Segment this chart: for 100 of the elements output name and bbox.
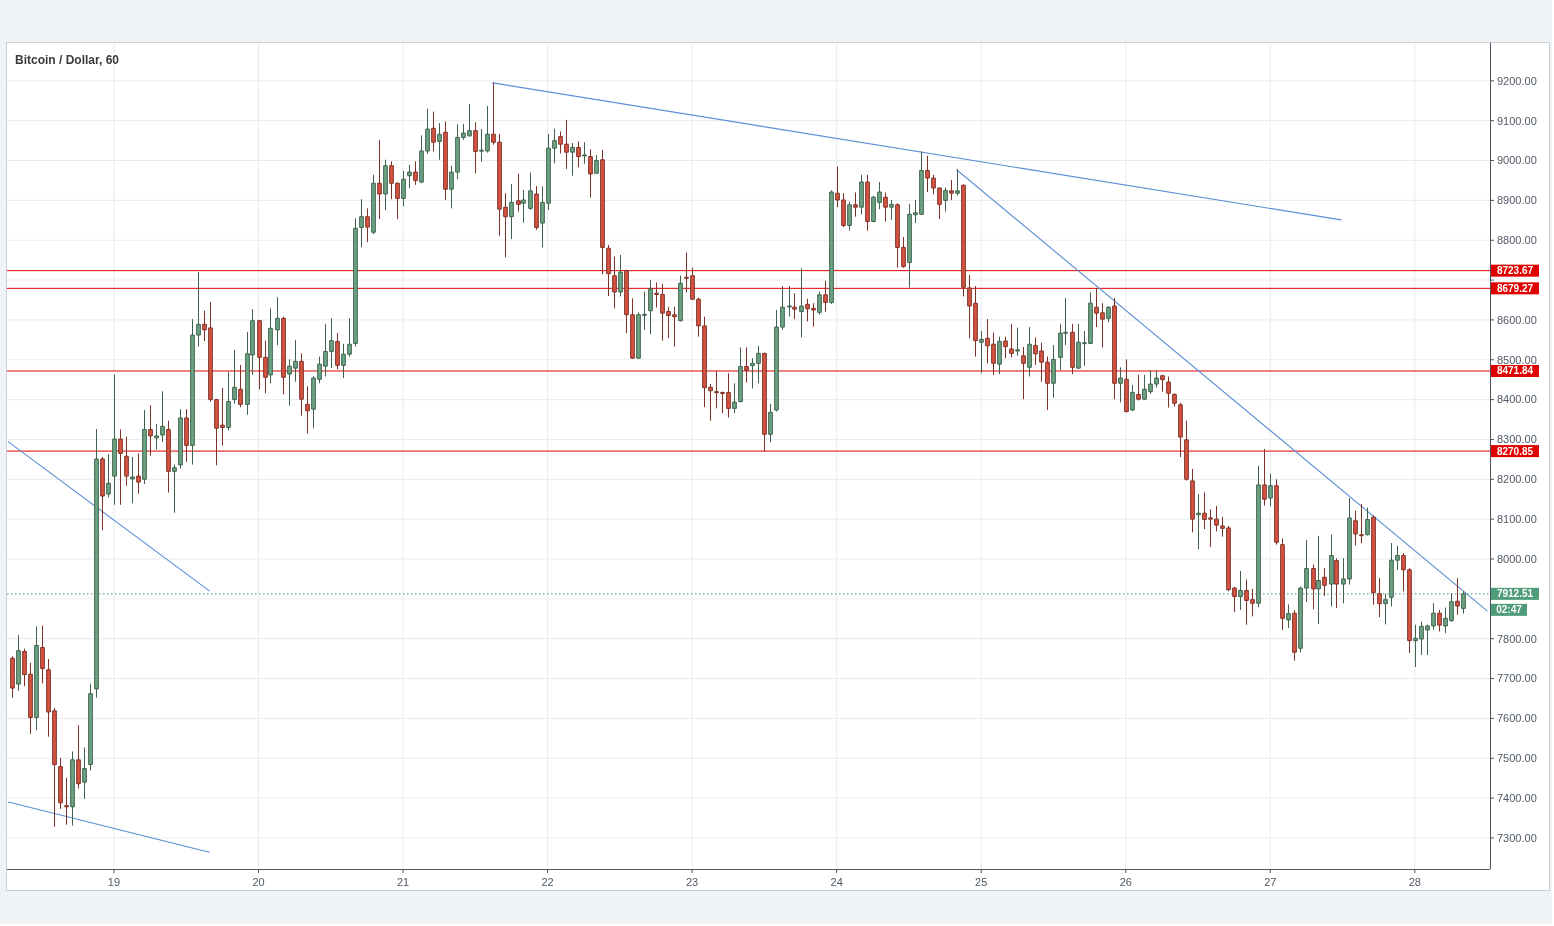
candlestick [1292,609,1297,662]
candlestick [1322,567,1327,597]
candlestick [365,207,370,243]
candlestick [576,140,581,168]
candlestick [178,408,183,470]
candlestick [521,189,526,224]
candlestick [124,436,129,487]
text: 02:47 [1496,604,1523,616]
candlestick [437,122,442,161]
candlestick [16,634,21,692]
candlestick [1184,420,1189,482]
candlestick [1437,609,1442,633]
candlestick [166,420,171,493]
candlestick [1106,305,1111,323]
candlestick [70,750,75,827]
ref-line-label: 7912.51 [1496,588,1534,600]
candlestick [859,174,864,215]
y-tick-label: 8400.00 [1497,393,1537,406]
candlestick [829,189,834,305]
y-tick-label: 8500.00 [1497,353,1537,366]
candlestick [883,191,888,223]
candlestick [1311,564,1316,610]
candlestick [1196,493,1201,550]
y-tick-label: 7500.00 [1497,752,1537,765]
x-tick-label: 26 [1119,876,1132,888]
candlestick [34,625,39,731]
candlestick [823,280,828,313]
candlestick [335,332,340,370]
candlestick [768,403,773,443]
candlestick [268,307,273,384]
candlestick [799,267,804,338]
candlestick [1274,478,1279,546]
candlestick [401,170,406,207]
x-tick-label: 20 [252,876,265,888]
candlestick [1027,326,1032,378]
y-tick-label: 8800.00 [1497,234,1537,247]
y-tick-label: 8600.00 [1497,313,1537,326]
candlestick [1136,374,1141,401]
candlestick [136,452,141,495]
candlestick [148,404,153,457]
x-tick-label: 21 [396,876,410,888]
candlestick [1455,577,1460,616]
candlestick [516,173,521,213]
candlestick [100,456,105,531]
candlestick [979,330,984,374]
candlestick [40,625,45,684]
candlestick [359,198,364,248]
candlestick [1262,448,1267,507]
candlestick [606,244,611,297]
candlestick [1015,327,1020,357]
candlestick [281,316,286,395]
y-tick-label: 8000.00 [1497,552,1537,565]
candlestick [1377,577,1382,618]
candlestick [1112,297,1117,400]
candlestick [82,746,87,800]
candlestick [377,139,382,220]
candlestick [1268,473,1273,507]
candlestick [648,279,653,335]
candlestick [618,254,623,297]
candlestick [64,777,69,826]
candlestick [1009,323,1014,358]
candlestick [88,683,93,772]
candlestick [172,464,177,514]
y-tick-label: 7800.00 [1497,632,1537,645]
y-tick-label: 8200.00 [1497,473,1537,486]
candlestick [594,154,599,174]
candlestick [238,364,243,408]
candlestick [600,149,605,275]
candlestick [744,346,749,383]
x-tick-label: 25 [975,876,988,888]
ref-line-label: 8723.67 [1496,265,1534,277]
candlestick [106,453,111,498]
candlestick [997,336,1002,375]
y-tick-label: 7300.00 [1497,831,1537,844]
candlestick [1238,570,1243,611]
candlestick [1166,376,1171,409]
x-tick-label: 24 [830,876,843,888]
candlestick [943,187,948,213]
candlestick [1190,468,1195,533]
y-tick-label: 7600.00 [1497,712,1537,725]
candlestick [865,174,870,232]
candlestick [1461,590,1466,615]
candlestick [847,201,852,232]
y-tick-label: 7700.00 [1497,672,1537,685]
candlestick [226,371,231,431]
candlestick [112,374,117,506]
candlestick [1051,344,1056,399]
candlestick [443,121,448,201]
candlestick [1316,535,1321,625]
candlestick [94,428,99,699]
candlestick [1286,603,1291,629]
y-tick-label: 7400.00 [1497,791,1537,804]
candlestick [1003,336,1008,359]
candlestick [1256,465,1261,608]
candlestick [509,183,514,240]
candlestick [232,349,237,405]
candlestick [1334,557,1339,609]
candlestick [1383,593,1388,625]
candlestick [353,217,358,348]
x-tick-label: 27 [1264,876,1277,888]
